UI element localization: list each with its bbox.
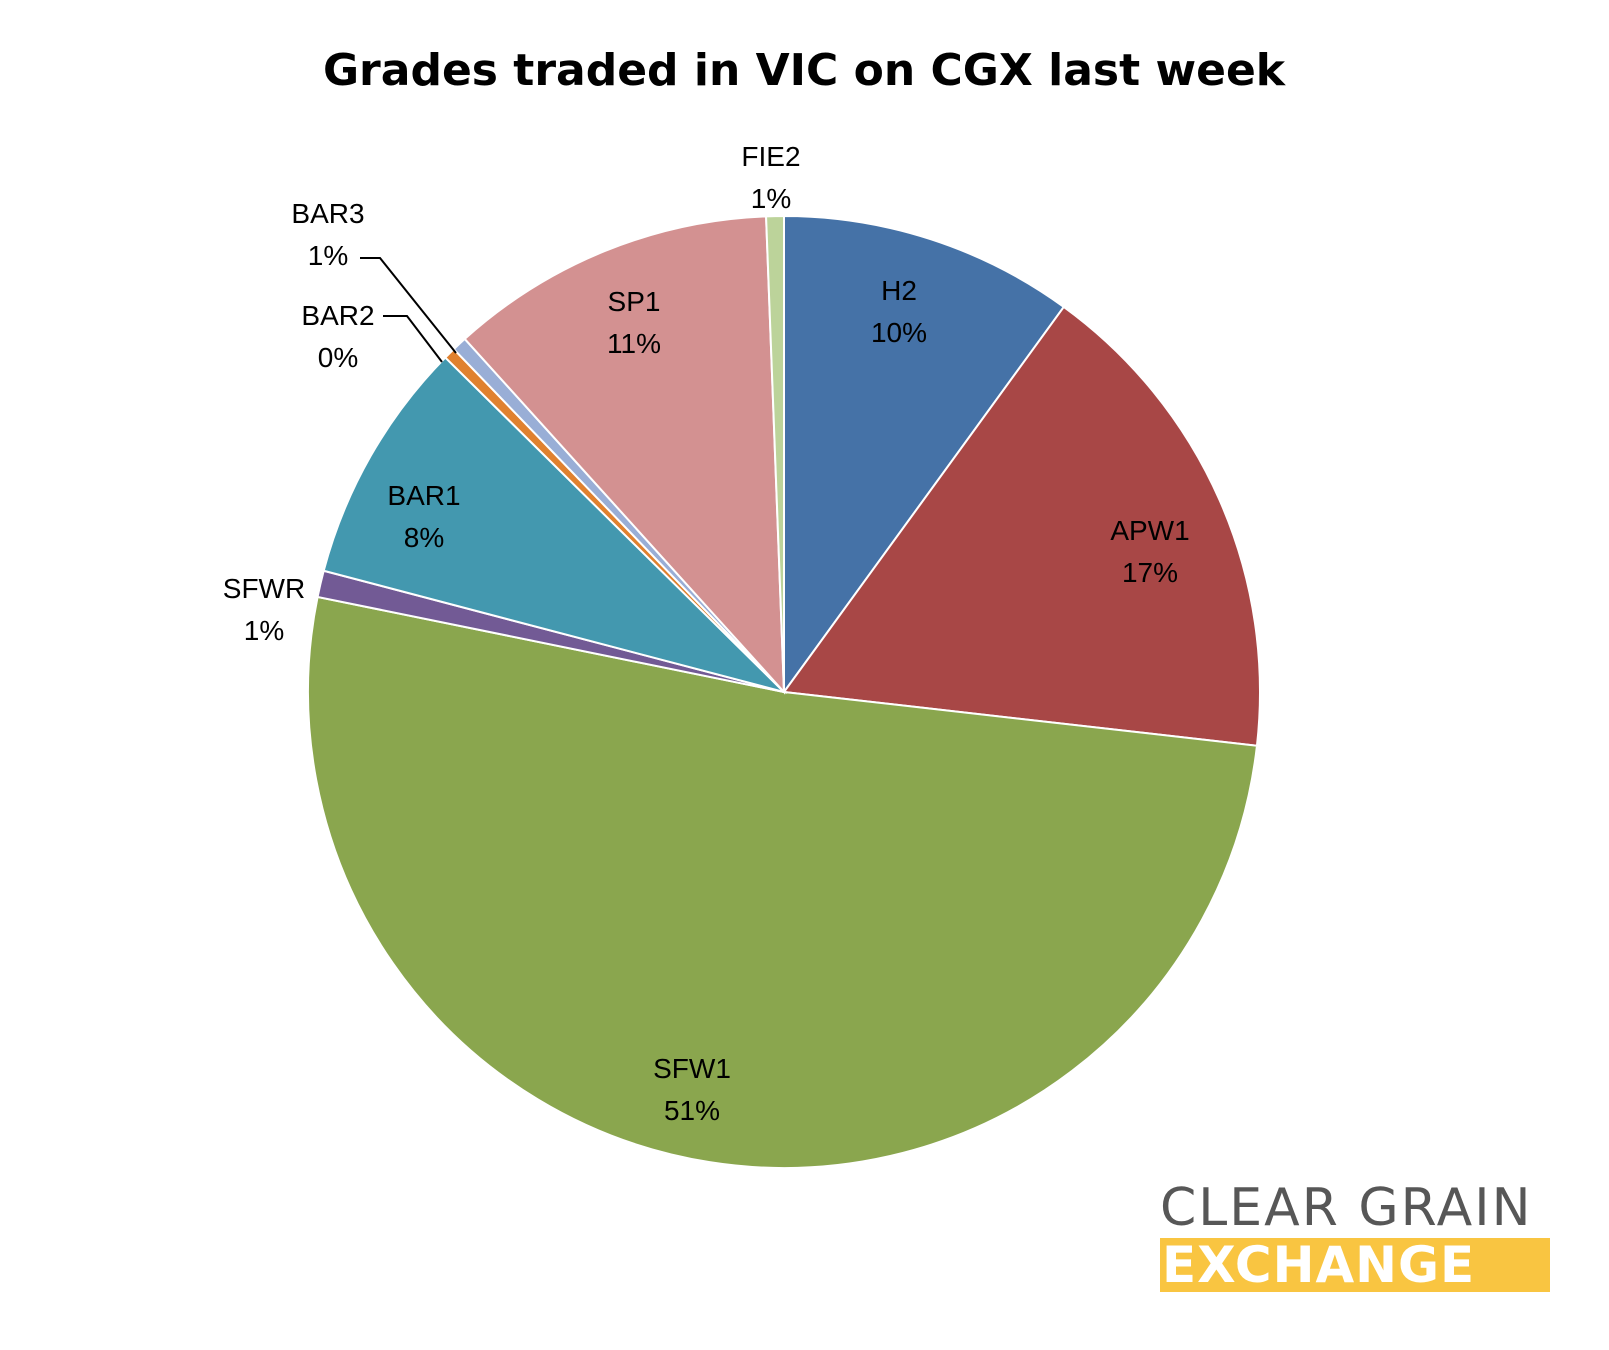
slice-label-sp1: SP1 <box>608 286 661 317</box>
leader-line-bar2 <box>383 315 443 363</box>
slice-label-h2: H2 <box>881 275 917 306</box>
slice-label-bar2: BAR2 <box>301 300 374 331</box>
pie-slice-bar1 <box>322 356 788 694</box>
leader-line-bar3 <box>360 257 457 354</box>
logo-band: EXCHANGE <box>1160 1238 1550 1292</box>
slice-percent-fie2: 1% <box>751 183 791 214</box>
pie-slice-h2 <box>783 214 1066 696</box>
slice-percent-sp1: 11% <box>607 328 661 359</box>
pie-slices <box>307 214 1262 1169</box>
pie-slice-apw1 <box>782 305 1262 747</box>
slice-label-sfwr: SFWR <box>223 573 305 604</box>
slice-labels: H2 10% APW1 17% SFW1 51% SFWR 1% BAR1 8% BAR2 0% BAR… <box>223 141 1190 1126</box>
slice-percent-bar1: 8% <box>404 522 444 553</box>
logo-text-bottom: EXCHANGE <box>1162 1238 1476 1292</box>
logo-text-top: CLEAR GRAIN <box>1160 1178 1533 1238</box>
slice-percent-sfw1: 51% <box>664 1095 720 1126</box>
pie-slice-sp1 <box>463 215 786 695</box>
slice-label-fie2: FIE2 <box>741 141 800 172</box>
clear-grain-exchange-logo: CLEAR GRAIN EXCHANGE <box>1160 1180 1560 1295</box>
slice-percent-apw1: 17% <box>1122 557 1178 588</box>
pie-slice-fie2 <box>765 214 785 693</box>
pie-slice-sfw1 <box>307 595 1259 1169</box>
slice-percent-h2: 10% <box>871 317 927 348</box>
slice-label-bar3: BAR3 <box>291 198 364 229</box>
chart-title: Grades traded in VIC on CGX last week <box>323 45 1287 96</box>
leader-lines <box>360 257 457 363</box>
slice-percent-bar3: 1% <box>308 240 348 271</box>
slice-label-bar1: BAR1 <box>387 480 460 511</box>
slice-percent-bar2: 0% <box>318 342 358 373</box>
slice-label-apw1: APW1 <box>1110 515 1189 546</box>
slice-label-sfw1: SFW1 <box>653 1053 731 1084</box>
slice-percent-sfwr: 1% <box>244 615 284 646</box>
